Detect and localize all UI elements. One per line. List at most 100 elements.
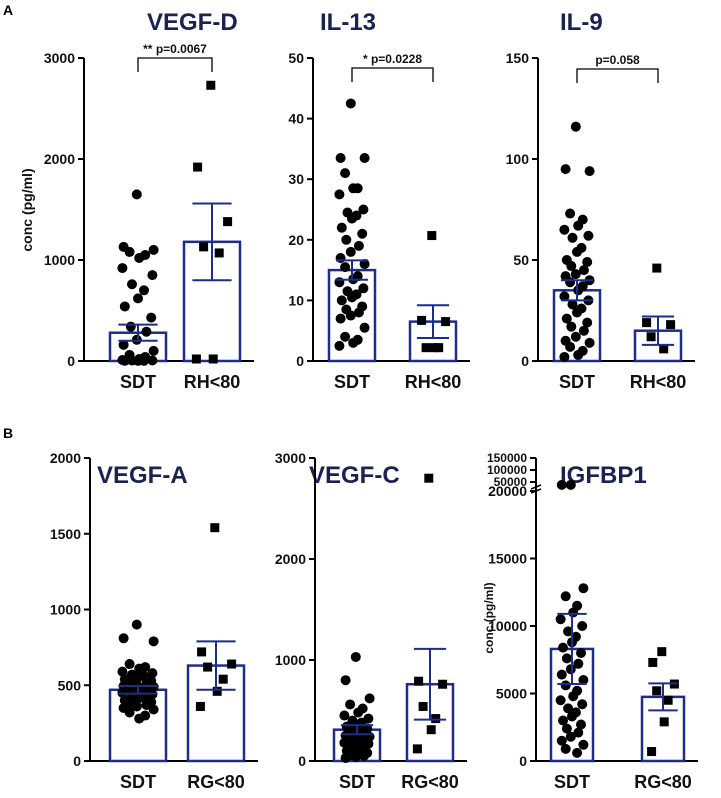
- x-tick-label: RG<80: [187, 772, 245, 792]
- data-point: [208, 354, 218, 364]
- data-point: [568, 691, 579, 702]
- data-point: [659, 717, 669, 727]
- data-point: [424, 473, 434, 483]
- data-point: [345, 699, 356, 710]
- data-point: [560, 164, 571, 175]
- data-point: [350, 651, 361, 662]
- data-point: [426, 725, 436, 735]
- chart-il-13: IL-13 0 10 20 30 40 50 SDT RH<80 * p=0.0228: [288, 9, 470, 392]
- y-tick-label: 150: [506, 50, 530, 66]
- chart-title: IL-13: [320, 9, 376, 36]
- data-point: [565, 731, 576, 742]
- chart-title: IL-9: [560, 9, 603, 36]
- y-tick-label: 3000: [275, 450, 306, 466]
- data-point: [193, 162, 203, 172]
- data-point: [659, 344, 669, 354]
- data-point: [147, 355, 158, 366]
- significance-label: ** p=0.0067: [143, 42, 207, 56]
- data-point: [147, 668, 158, 679]
- data-point: [335, 152, 346, 163]
- data-point: [556, 669, 567, 680]
- y-tick-label: 1000: [44, 252, 75, 268]
- y-tick-label: 30: [288, 171, 304, 187]
- data-point: [148, 244, 159, 255]
- data-point: [206, 80, 216, 90]
- data-point: [657, 647, 667, 657]
- x-tick-label: RH<80: [630, 372, 687, 392]
- data-point: [358, 204, 369, 215]
- significance-label: p=0.058: [595, 53, 640, 67]
- y-tick-label: 1500: [50, 526, 81, 542]
- y-tick-label: 0: [296, 353, 304, 369]
- data-point: [646, 332, 656, 342]
- data-point: [584, 166, 595, 177]
- data-point: [556, 735, 567, 746]
- data-point: [417, 315, 427, 325]
- data-point: [203, 662, 213, 672]
- axis-break-mark: [530, 488, 542, 494]
- data-point: [578, 265, 589, 276]
- data-point: [191, 354, 201, 364]
- y-tick-label: 50: [288, 50, 304, 66]
- data-point: [350, 751, 361, 762]
- data-point: [648, 657, 658, 667]
- y-tick-label: 10: [288, 292, 304, 308]
- data-point: [573, 349, 584, 360]
- data-point: [334, 277, 345, 288]
- chart-title: VEGF-A: [97, 462, 188, 489]
- data-point: [210, 523, 220, 533]
- data-point: [131, 701, 142, 712]
- panel-label-b: B: [3, 425, 14, 441]
- data-point: [561, 313, 572, 324]
- data-point: [118, 339, 129, 350]
- data-point: [563, 703, 574, 714]
- data-point: [418, 701, 428, 711]
- y-tick-label: 20: [288, 232, 304, 248]
- data-point: [348, 337, 359, 348]
- x-tick-label: RH<80: [184, 372, 241, 392]
- data-point: [141, 699, 152, 710]
- data-point: [567, 299, 578, 310]
- data-point: [577, 621, 588, 631]
- y-tick-label: 0: [521, 353, 529, 369]
- data-point: [576, 719, 586, 730]
- data-point: [339, 737, 350, 748]
- data-point: [134, 713, 145, 724]
- data-point: [336, 222, 347, 233]
- data-point: [438, 679, 448, 689]
- data-point: [334, 340, 345, 351]
- data-point: [666, 320, 676, 330]
- data-point: [412, 744, 422, 754]
- y-axis-label: conc (pg/ml): [482, 582, 496, 653]
- data-point: [566, 261, 577, 272]
- data-point: [148, 704, 159, 715]
- x-tick-label: SDT: [120, 772, 156, 792]
- y-tick-label: 1000: [275, 652, 306, 668]
- y-tick-label: 20000: [488, 483, 527, 499]
- data-point: [341, 234, 352, 245]
- data-point: [563, 626, 574, 637]
- data-point: [578, 675, 589, 685]
- y-tick-label: 0: [298, 753, 306, 769]
- data-point: [117, 263, 128, 274]
- data-point: [556, 479, 567, 490]
- data-point: [559, 291, 570, 302]
- chart-il-9: IL-9 0 50 100 150 SDT RH<80 p=0.058: [506, 9, 695, 392]
- data-point: [118, 633, 129, 644]
- data-point: [223, 217, 233, 227]
- data-point: [119, 301, 130, 312]
- chart-vegf-d: VEGF-D 0 1000 2000 3000 conc (pg/ml) SDT RH<80 *…: [19, 9, 254, 392]
- data-point: [359, 322, 370, 333]
- chart-vegf-c: VEGF-C 0 1000 2000 3000 SDT RG<80: [275, 450, 467, 792]
- data-point: [570, 121, 581, 132]
- data-point: [570, 269, 581, 280]
- data-point: [336, 295, 347, 306]
- panel-label-a: A: [3, 2, 14, 18]
- data-point: [359, 259, 370, 270]
- data-point: [441, 317, 451, 327]
- y-break-tick-label: 50000: [494, 475, 528, 489]
- data-point: [334, 189, 345, 200]
- data-point: [578, 739, 589, 750]
- data-point: [647, 747, 657, 757]
